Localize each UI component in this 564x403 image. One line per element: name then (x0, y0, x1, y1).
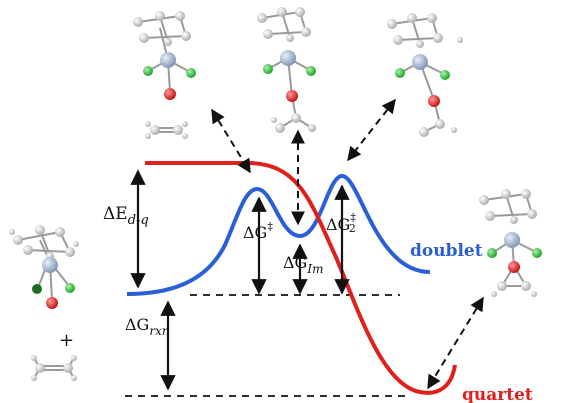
molecule-ts1 (133, 11, 196, 139)
label-doublet: doublet (410, 241, 483, 261)
label-delta-g-ts1: ΔG‡ (243, 220, 273, 242)
molecule-ts2 (387, 13, 463, 137)
molecule-intermediate (257, 7, 316, 133)
doublet-curve (126, 173, 431, 296)
link-ts2 (347, 98, 396, 162)
label-delta-g-rxn: ΔGrxn (125, 315, 170, 338)
ethylene-reactant (31, 355, 77, 381)
label-quartet: quartet (462, 385, 533, 403)
label-delta-g-im: ΔGIm (283, 253, 323, 276)
molecule-reactant (9, 225, 79, 309)
energy-arrows (130, 169, 350, 391)
molecule-product (479, 189, 542, 297)
label-delta-e-dq: ΔEd-q (103, 204, 149, 228)
reference-levels (125, 294, 410, 397)
energy-labels: ΔEd-q ΔG‡ ΔGIm ΔG‡ 2 ΔGrxn + (59, 204, 356, 351)
link-product (427, 296, 484, 390)
structure-links (211, 98, 484, 390)
plus-sign: + (59, 330, 74, 351)
label-delta-g-ts2: ΔG‡ 2 (326, 211, 356, 235)
link-ts1 (211, 108, 251, 174)
